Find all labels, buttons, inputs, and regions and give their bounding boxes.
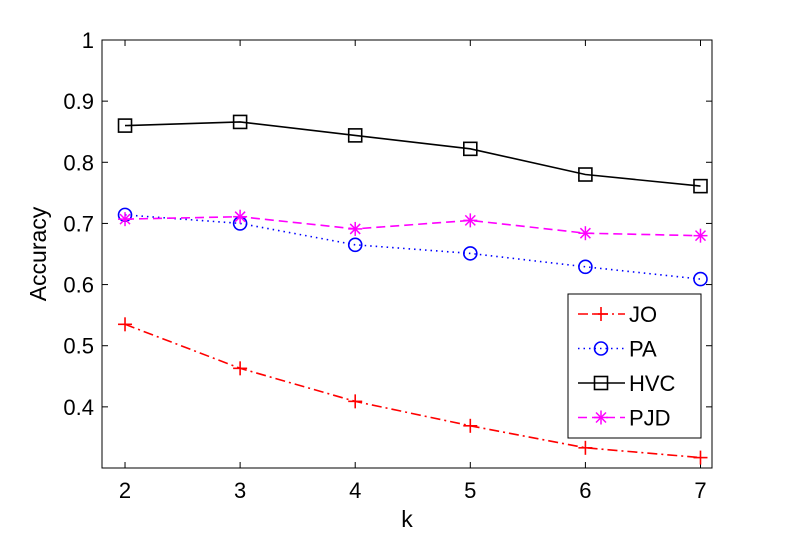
y-tick-label: 0.6	[63, 273, 94, 298]
point-jo	[578, 440, 593, 455]
point-pjd	[348, 221, 363, 236]
legend-marker-jo	[594, 307, 608, 321]
series-line-pjd	[124, 215, 701, 237]
point-hvc	[578, 167, 593, 182]
axis-ticks: 2 3 4 5 6 7 0.4 0.5 0.6 0.7 0.8 0.9 1	[63, 28, 712, 503]
legend-label-pjd: PJD	[629, 406, 671, 431]
x-tick-label: 6	[579, 478, 591, 503]
point-pjd	[463, 213, 478, 228]
y-tick-label: 0.9	[63, 89, 94, 114]
y-tick-label: 1	[82, 28, 94, 53]
x-tick-label: 4	[349, 478, 361, 503]
series-line-jo	[124, 323, 701, 459]
x-axis-label: k	[401, 506, 413, 532]
x-tick-label: 7	[694, 478, 706, 503]
point-pa	[463, 246, 478, 261]
y-tick-label: 0.8	[63, 150, 94, 175]
legend-label-jo: JO	[629, 302, 657, 327]
legend-box	[567, 293, 702, 439]
x-tick-label: 5	[464, 478, 476, 503]
legend-marker-pa	[593, 341, 609, 356]
point-pjd	[233, 209, 248, 224]
y-tick-label: 0.5	[63, 334, 94, 359]
y-tick-label: 0.7	[63, 211, 94, 236]
point-jo	[233, 361, 248, 376]
point-jo	[348, 394, 363, 409]
point-jo	[463, 418, 478, 433]
point-hvc	[693, 178, 708, 194]
y-axis-label: Accuracy	[25, 206, 51, 301]
y-tick-label: 0.4	[63, 395, 94, 420]
point-pjd	[118, 212, 133, 227]
point-hvc	[463, 141, 478, 157]
point-hvc	[232, 114, 248, 130]
legend-label-hvc: HVC	[629, 371, 676, 396]
legend-marker-hvc	[593, 375, 609, 391]
series-layer	[117, 114, 708, 465]
point-jo	[118, 317, 133, 332]
point-pjd	[693, 228, 708, 243]
legend-marker-pjd	[594, 410, 608, 425]
point-jo	[693, 450, 708, 465]
x-tick-label: 3	[234, 478, 246, 503]
legend-label-pa: PA	[629, 337, 657, 362]
series-line-hvc	[124, 121, 701, 187]
point-hvc	[347, 128, 363, 143]
point-pa	[347, 237, 363, 253]
legend: JO PA HVC PJD	[567, 293, 702, 439]
point-pa	[693, 271, 708, 287]
point-hvc	[117, 118, 133, 133]
point-pa	[578, 259, 593, 275]
point-pjd	[578, 226, 593, 241]
x-tick-label: 2	[119, 478, 131, 503]
